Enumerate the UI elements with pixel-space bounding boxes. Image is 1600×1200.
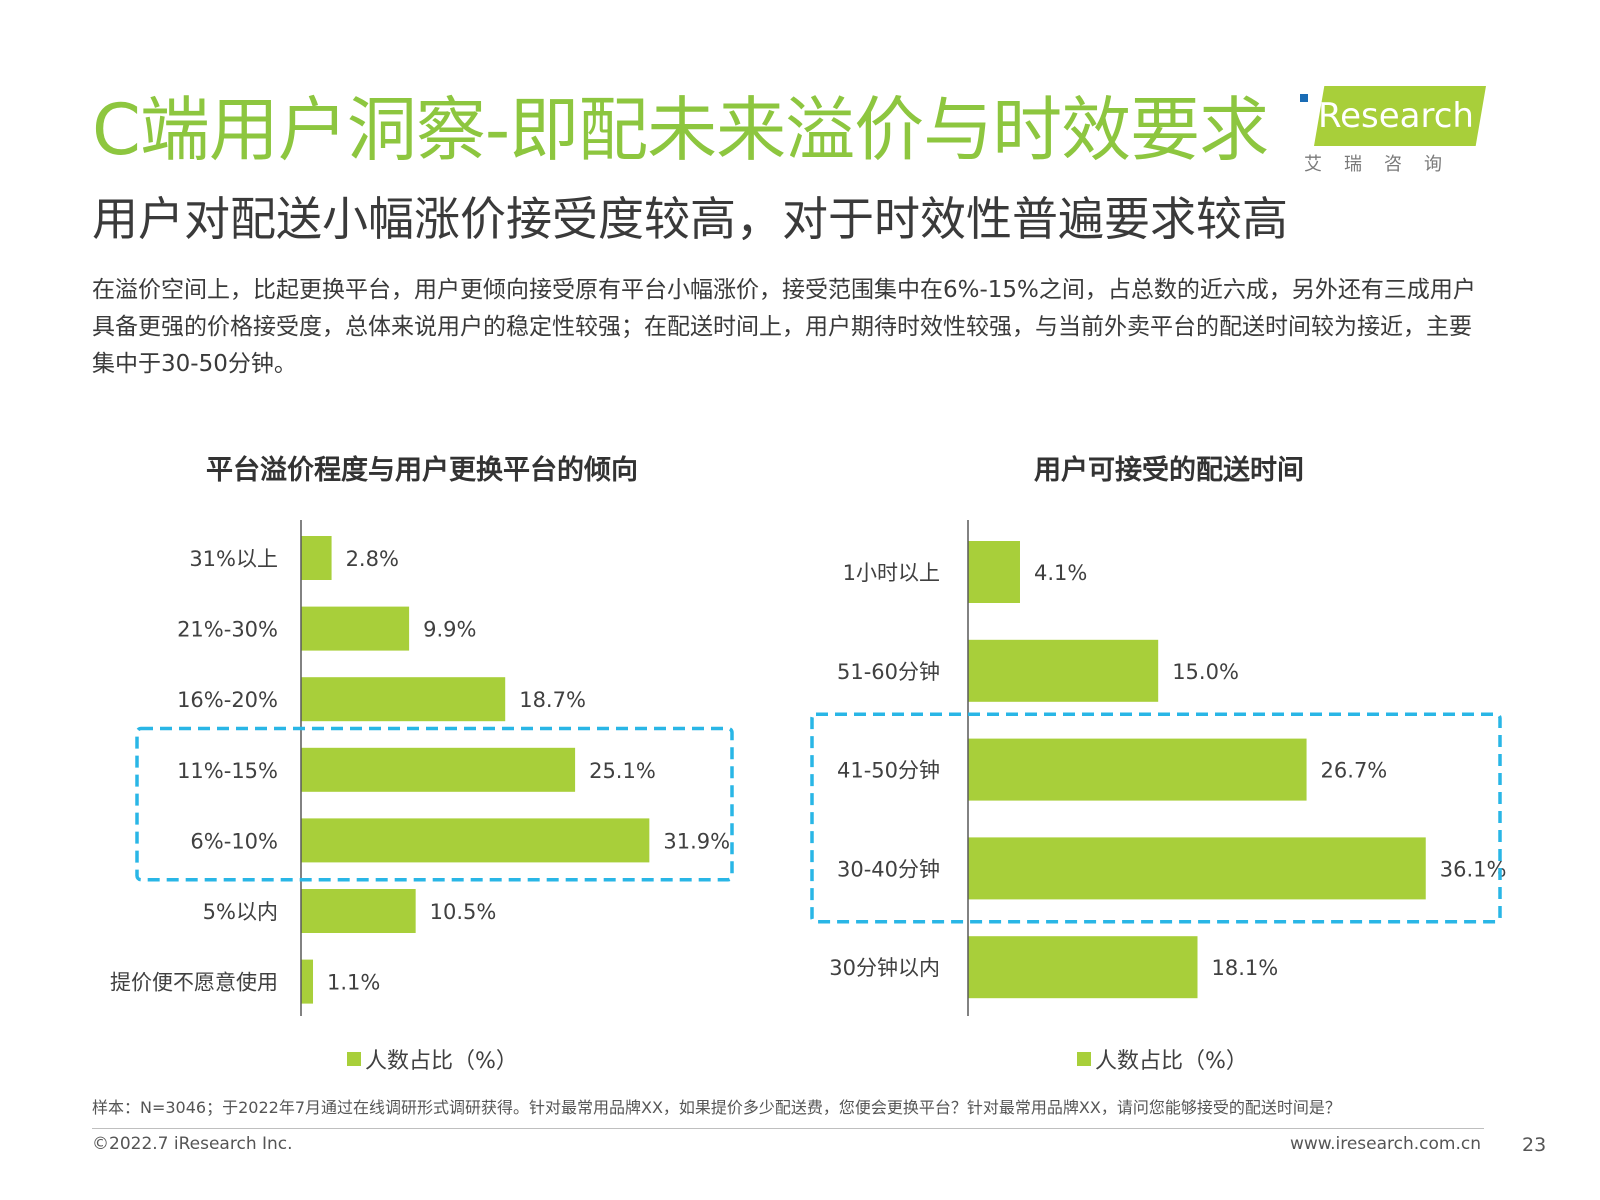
value-label: 15.0%: [1172, 660, 1239, 684]
category-label: 21%-30%: [177, 618, 278, 642]
logo-subtitle: 艾瑞咨询: [1304, 154, 1464, 175]
bar-1-3: [968, 837, 1426, 900]
chart-title-delivery: 用户可接受的配送时间: [1034, 455, 1304, 486]
value-label: 9.9%: [423, 618, 476, 642]
logo-brand: Research: [1318, 96, 1474, 136]
description-text: 在溢价空间上，比起更换平台，用户更倾向接受原有平台小幅涨价，接受范围集中在6%-…: [92, 277, 1476, 377]
value-label: 18.7%: [519, 688, 586, 712]
chart-title-premium: 平台溢价程度与用户更换平台的倾向: [206, 455, 638, 486]
copyright: ©2022.7 iResearch Inc.: [92, 1134, 293, 1154]
category-label: 41-50分钟: [837, 759, 940, 783]
footnote: 样本：N=3046；于2022年7月通过在线调研形式调研获得。针对最常用品牌XX…: [92, 1098, 1341, 1117]
category-label: 16%-20%: [177, 688, 278, 712]
legend-label: 人数占比（%）: [365, 1049, 518, 1074]
value-label: 25.1%: [589, 759, 656, 783]
iresearch-logo: Research 艾瑞咨询: [1296, 84, 1496, 184]
bar-0-6: [301, 959, 314, 1004]
bar-1-4: [968, 936, 1198, 999]
page-title: C端用户洞察-即配未来溢价与时效要求: [92, 89, 1269, 171]
value-label: 2.8%: [346, 547, 399, 571]
bar-1-2: [968, 738, 1307, 801]
category-label: 30-40分钟: [837, 857, 940, 881]
value-label: 18.1%: [1212, 956, 1279, 980]
value-label: 4.1%: [1034, 561, 1087, 585]
bar-0-3: [301, 747, 576, 792]
value-label: 10.5%: [430, 900, 497, 924]
category-label: 1小时以上: [843, 561, 940, 585]
highlight-box: [810, 712, 1502, 924]
bar-0-4: [301, 818, 650, 863]
category-label: 31%以上: [189, 547, 278, 571]
footer-divider: [92, 1128, 1484, 1129]
charts-canvas: 31%以上 2.8% 21%-30% 9.9% 16%-20% 18.7% 11%-15% 2…: [110, 520, 1507, 1074]
page-number: 23: [1522, 1134, 1547, 1156]
legend-label: 人数占比（%）: [1095, 1049, 1248, 1074]
category-label: 30分钟以内: [829, 956, 940, 980]
logo-band: Research: [1314, 86, 1486, 146]
highlight-box: [135, 726, 734, 882]
bar-1-1: [968, 639, 1159, 702]
website-link: www.iresearch.com.cn: [1289, 1134, 1481, 1154]
bar-0-1: [301, 606, 410, 651]
bar-0-2: [301, 677, 506, 722]
bar-1-0: [968, 541, 1020, 603]
bar-0-5: [301, 889, 416, 933]
category-label: 51-60分钟: [837, 660, 940, 684]
value-label: 26.7%: [1321, 759, 1388, 783]
bar-0-0: [301, 536, 332, 580]
logo-i-dot: [1300, 94, 1308, 102]
legend-swatch: [347, 1052, 361, 1066]
category-label: 5%以内: [203, 900, 278, 924]
category-label: 6%-10%: [190, 829, 278, 853]
page-subtitle: 用户对配送小幅涨价接受度较高，对于时效性普遍要求较高: [92, 192, 1288, 246]
value-label: 36.1%: [1440, 857, 1507, 881]
legend-swatch: [1077, 1052, 1091, 1066]
category-label: 11%-15%: [177, 759, 278, 783]
value-label: 31.9%: [663, 829, 730, 853]
category-label: 提价便不愿意使用: [110, 971, 278, 995]
value-label: 1.1%: [327, 971, 380, 995]
